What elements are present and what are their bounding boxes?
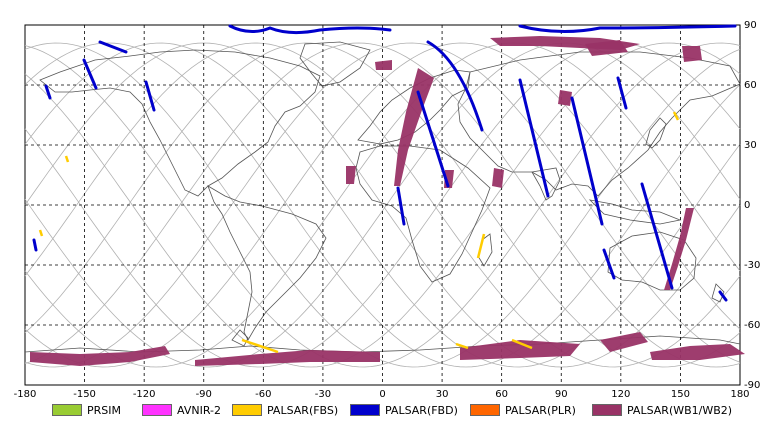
lon-tick-label: 120 [611,389,630,400]
legend-item-palsar-fbd: PALSAR(FBD) [350,403,458,417]
fbd-strip [616,76,628,110]
coast-indonesia [588,199,682,225]
legend-label-palsar-wb: PALSAR(WB1/WB2) [627,403,733,417]
world-map: 90 60 30 0 -30 -60 -90 -180 -150 -120 -90 -60 -30 0 3… [14,20,761,400]
lat-tick-label: -30 [744,260,760,271]
lon-tick-label: -90 [196,389,212,400]
fbd-strip [82,58,98,90]
legend-swatch-palsar-fbd [350,404,380,416]
fbd-strip [426,40,484,132]
legend: PRSIM AVNIR-2 PALSAR(FBS) PALSAR(FBD) PA… [0,399,770,423]
fbd-strip [44,84,52,100]
legend-swatch-palsar-fbs [232,404,262,416]
palsar-fbd-strips [32,24,737,302]
lon-tick-label: -150 [73,389,96,400]
lat-tick-labels: 90 60 30 0 -30 -60 -90 [744,20,760,391]
fbd-strip [718,290,728,302]
wb-swath [394,68,434,186]
wb-swath [492,168,504,188]
lat-tick-label: 0 [744,200,750,211]
fbd-strip [32,238,38,252]
fbs-strip [455,342,469,350]
legend-swatch-palsar-plr [470,404,500,416]
palsar-wb-swaths [30,36,745,366]
lon-tick-label: -60 [255,389,271,400]
wb-swath [375,60,392,70]
legend-label-avnir2: AVNIR-2 [177,403,221,417]
lon-tick-label: -30 [315,389,331,400]
lon-tick-label: 0 [379,389,385,400]
lon-tick-label: 30 [436,389,449,400]
coast-south-america [207,185,327,341]
coast-north-america [39,49,321,197]
wb-swath [195,350,380,366]
fbs-strip [511,338,533,350]
lat-tick-label: -60 [744,320,760,331]
lat-tick-label: 90 [744,20,757,31]
lat-tick-label: 30 [744,140,757,151]
palsar-fbs-strips [38,111,680,354]
lon-tick-label: 180 [730,389,749,400]
fbd-strip [518,78,550,198]
legend-swatch-palsar-wb [592,404,622,416]
lon-tick-label: 90 [555,389,568,400]
lat-tick-label: -90 [744,380,760,391]
legend-swatch-avnir2 [142,404,172,416]
orbit-track [24,42,741,368]
lon-tick-label: 150 [671,389,690,400]
legend-label-palsar-fbd: PALSAR(FBD) [385,403,458,417]
legend-item-palsar-wb: PALSAR(WB1/WB2) [592,403,732,417]
fbs-strip [38,229,44,237]
wb-swath [30,346,170,366]
fbd-strip [602,248,616,280]
legend-label-palsar-plr: PALSAR(PLR) [505,403,576,417]
wb-swath [600,332,648,352]
wb-swath [664,208,694,290]
legend-item-palsar-plr: PALSAR(PLR) [470,403,576,417]
coast-antarctic-peninsula [231,329,249,347]
lat-tick-label: 60 [744,80,757,91]
wb-swath [585,40,628,56]
lon-tick-label: -180 [14,389,37,400]
fbd-strip [144,80,156,112]
fbd-strip [396,186,406,226]
fbd-strip [640,182,674,290]
coast-greenland [299,41,371,87]
lon-tick-label: 60 [495,389,508,400]
legend-label-palsar-fbs: PALSAR(FBS) [267,403,339,417]
legend-swatch-prsim [52,404,82,416]
fbd-strip [98,40,128,54]
wb-swath [558,90,572,106]
fbs-strip [241,338,279,354]
lon-tick-labels: -180 -150 -120 -90 -60 -30 0 30 60 90 120 150 180 [14,389,750,400]
fbd-strip [570,96,604,226]
coast-india [531,167,561,201]
wb-swath [460,340,580,360]
fbs-strip [64,155,70,163]
coast-japan [645,117,667,149]
fbd-strip [416,90,450,188]
legend-item-palsar-fbs: PALSAR(FBS) [232,403,338,417]
coast-new-zealand [711,283,725,303]
fbs-strip [672,111,680,121]
wb-swath [682,46,702,62]
wb-swath [650,344,745,360]
legend-item-avnir2: AVNIR-2 [142,403,221,417]
lon-tick-label: -120 [133,389,156,400]
fbd-strip [518,24,737,34]
wb-swath [346,166,356,184]
legend-label-prsim: PRSIM [87,403,121,417]
legend-item-prsim: PRSIM [52,403,121,417]
fbd-strip [228,24,392,35]
fbs-strip [476,233,486,259]
coast-africa [355,145,491,283]
